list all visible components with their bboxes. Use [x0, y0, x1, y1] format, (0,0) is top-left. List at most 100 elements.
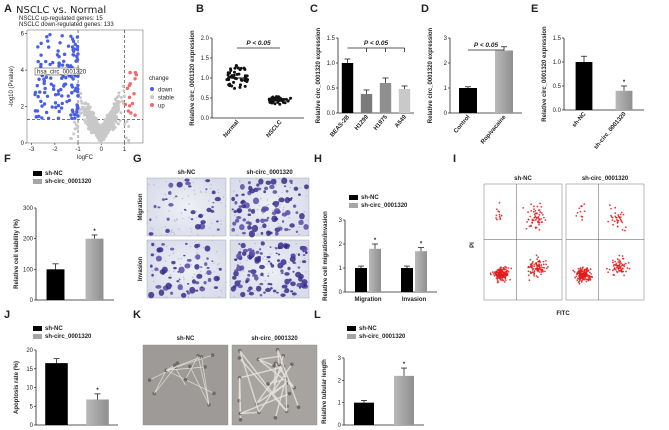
panel-g-stained-cell — [259, 282, 264, 286]
panel-i-event — [611, 259, 614, 262]
panel-a-ytick-label: 6 — [21, 32, 25, 38]
panel-a-point-down — [44, 75, 49, 79]
panel-b-point — [229, 75, 233, 79]
panel-g-pore — [194, 193, 196, 195]
panel-a-point-stable — [87, 108, 91, 112]
panel-a-point-stable — [86, 115, 90, 119]
panel-i-event — [583, 203, 586, 206]
panel-k-cell — [266, 382, 270, 386]
panel-j-legend-label: sh-circ_0001320 — [45, 334, 92, 340]
panel-i-event — [589, 268, 592, 270]
panel-g-stained-cell — [275, 252, 278, 255]
panel-i-event — [510, 267, 513, 270]
panel-a-point-stable — [88, 120, 92, 124]
panel-g-pore — [299, 261, 301, 263]
panel-i-event — [612, 223, 615, 226]
panel-i-event — [616, 225, 619, 228]
panel-b-point — [232, 80, 236, 84]
panel-g-pore — [246, 259, 248, 261]
panel-g-pore — [298, 226, 300, 228]
panel-g-pore — [168, 270, 170, 272]
panel-i-event — [541, 221, 543, 223]
panel-k-tube — [201, 356, 210, 405]
panel-g-pore — [164, 296, 167, 299]
panel-g-pore — [153, 184, 155, 186]
panel-g-stained-cell — [297, 253, 301, 256]
panel-i-event — [529, 215, 532, 218]
panel-i-event — [499, 266, 502, 269]
panel-g-stained-cell — [191, 279, 196, 284]
panel-a-point-down — [45, 35, 49, 39]
panel-a-annotation: hsa_circ_0001320 — [37, 70, 87, 76]
panel-g-pore — [154, 235, 157, 237]
panel-k-tube — [153, 367, 176, 394]
panel-b-point — [232, 70, 236, 74]
panel-g-pore — [260, 198, 262, 200]
panel-i-event — [617, 219, 620, 222]
panel-a-legend-dot — [150, 103, 154, 107]
panel-i-event — [620, 262, 623, 265]
panel-a-point-down — [38, 90, 42, 94]
panel-i-event — [612, 261, 614, 264]
panel-g-pore — [165, 180, 167, 183]
panel-h-ylabel: Relative cell migration/invasion — [323, 211, 329, 301]
panel-a-legend-label: up — [158, 104, 165, 110]
panel-i-event — [541, 269, 544, 272]
panel-l-chart: 0 1 2 3 Relative tubular length * sh-NC sh-circ… — [322, 326, 424, 429]
panel-g-pore — [237, 293, 239, 295]
panel-i-event — [533, 213, 536, 216]
panel-g-pore — [267, 272, 270, 275]
panel-a-point-stable — [69, 136, 73, 140]
panel-g-pore — [147, 240, 149, 243]
panel-a-annotation-box — [34, 67, 80, 76]
panel-a-point-stable — [127, 124, 131, 128]
panel-g-stained-cell — [234, 269, 239, 272]
panel-g-pore — [150, 227, 152, 229]
panel-g-pore — [279, 206, 281, 208]
panel-e-xtick-label: sh-NC — [572, 111, 588, 129]
panel-g-stained-cell — [283, 289, 288, 294]
panel-g-stained-cell — [199, 266, 203, 268]
panel-a-legend-label: down — [158, 88, 172, 94]
panel-a-point-down — [58, 41, 62, 45]
panel-g-stained-cell — [302, 254, 306, 256]
panel-e-ytick-label: 0.0 — [553, 108, 562, 114]
panel-g-pore — [283, 272, 285, 274]
panel-i-event — [584, 277, 586, 280]
panel-g-stained-cell — [301, 246, 308, 253]
panel-b-point — [236, 66, 240, 70]
panel-i-event — [615, 264, 618, 267]
panel-i-event — [615, 216, 618, 219]
panel-i-event — [573, 271, 576, 273]
panel-g-pore — [257, 233, 259, 235]
panel-g-pore — [299, 187, 301, 189]
panel-g-pore — [263, 255, 266, 258]
panel-g-stained-cell — [270, 178, 277, 185]
panel-a-point-down — [75, 44, 80, 49]
panel-g-stained-cell — [278, 197, 285, 203]
panel-g-stained-cell — [284, 227, 289, 232]
panel-i-event — [527, 274, 530, 277]
panel-g-pore — [189, 235, 191, 237]
panel-a-point-down — [33, 92, 37, 97]
panel-g-stained-cell — [285, 209, 291, 216]
panel-i-event — [589, 275, 592, 278]
panel-f-ytick-label: 300 — [23, 206, 34, 212]
panel-b-ylabel: Relative circ_0001320 expression — [190, 30, 196, 126]
panel-g-stained-cell — [270, 283, 273, 286]
panel-g-stained-cell — [247, 208, 252, 212]
panel-g-pore — [187, 195, 190, 197]
panel-b-point — [230, 84, 234, 88]
panel-k-tube — [267, 378, 287, 385]
panel-g-pore — [210, 187, 212, 190]
panel-a-point-stable — [84, 108, 88, 112]
panel-c-bar — [341, 63, 354, 113]
panel-g-pore — [196, 248, 198, 251]
panel-g-stained-cell — [188, 185, 192, 188]
panel-a-ytick-label: 4 — [21, 68, 25, 74]
panel-g-stained-cell — [184, 263, 191, 269]
panel-i-event — [617, 214, 620, 216]
panel-i-event — [624, 229, 626, 232]
panel-a-point-down — [72, 53, 76, 57]
panel-g-stained-cell — [274, 231, 279, 236]
